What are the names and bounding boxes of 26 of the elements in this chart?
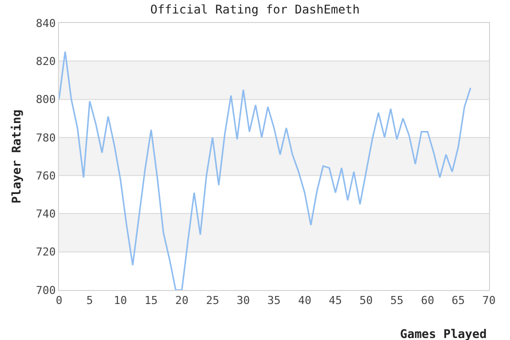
x-tick-label: 50 bbox=[360, 294, 373, 308]
x-tick-label: 65 bbox=[452, 294, 465, 308]
x-tick-label: 0 bbox=[56, 294, 62, 308]
x-tick-label: 10 bbox=[114, 294, 128, 308]
x-tick-label: 15 bbox=[144, 294, 158, 308]
x-tick-label: 45 bbox=[328, 294, 342, 308]
y-axis-title: Player Rating bbox=[10, 110, 24, 204]
line-series bbox=[59, 50, 472, 290]
x-tick-label: 70 bbox=[482, 294, 496, 308]
y-tick-label: 760 bbox=[36, 169, 56, 182]
y-tick-label: 820 bbox=[36, 54, 56, 68]
y-tick-label: 720 bbox=[36, 246, 56, 259]
y-tick-label: 780 bbox=[36, 131, 56, 144]
x-tick-label: 55 bbox=[390, 294, 404, 308]
x-tick-label: 20 bbox=[175, 294, 188, 308]
y-tick-label: 800 bbox=[36, 93, 56, 106]
x-tick-label: 60 bbox=[420, 294, 434, 308]
x-tick-label: 30 bbox=[236, 294, 250, 308]
y-tick-label: 840 bbox=[36, 16, 56, 30]
x-tick-label: 5 bbox=[86, 294, 94, 308]
y-tick-label: 740 bbox=[36, 208, 56, 221]
chart-title: Official Rating for DashEmeth bbox=[150, 2, 360, 16]
x-tick-label: 25 bbox=[206, 294, 220, 308]
x-tick-label: 35 bbox=[267, 294, 281, 308]
x-tick-label: 40 bbox=[298, 294, 312, 308]
y-tick-label: 700 bbox=[36, 284, 56, 297]
